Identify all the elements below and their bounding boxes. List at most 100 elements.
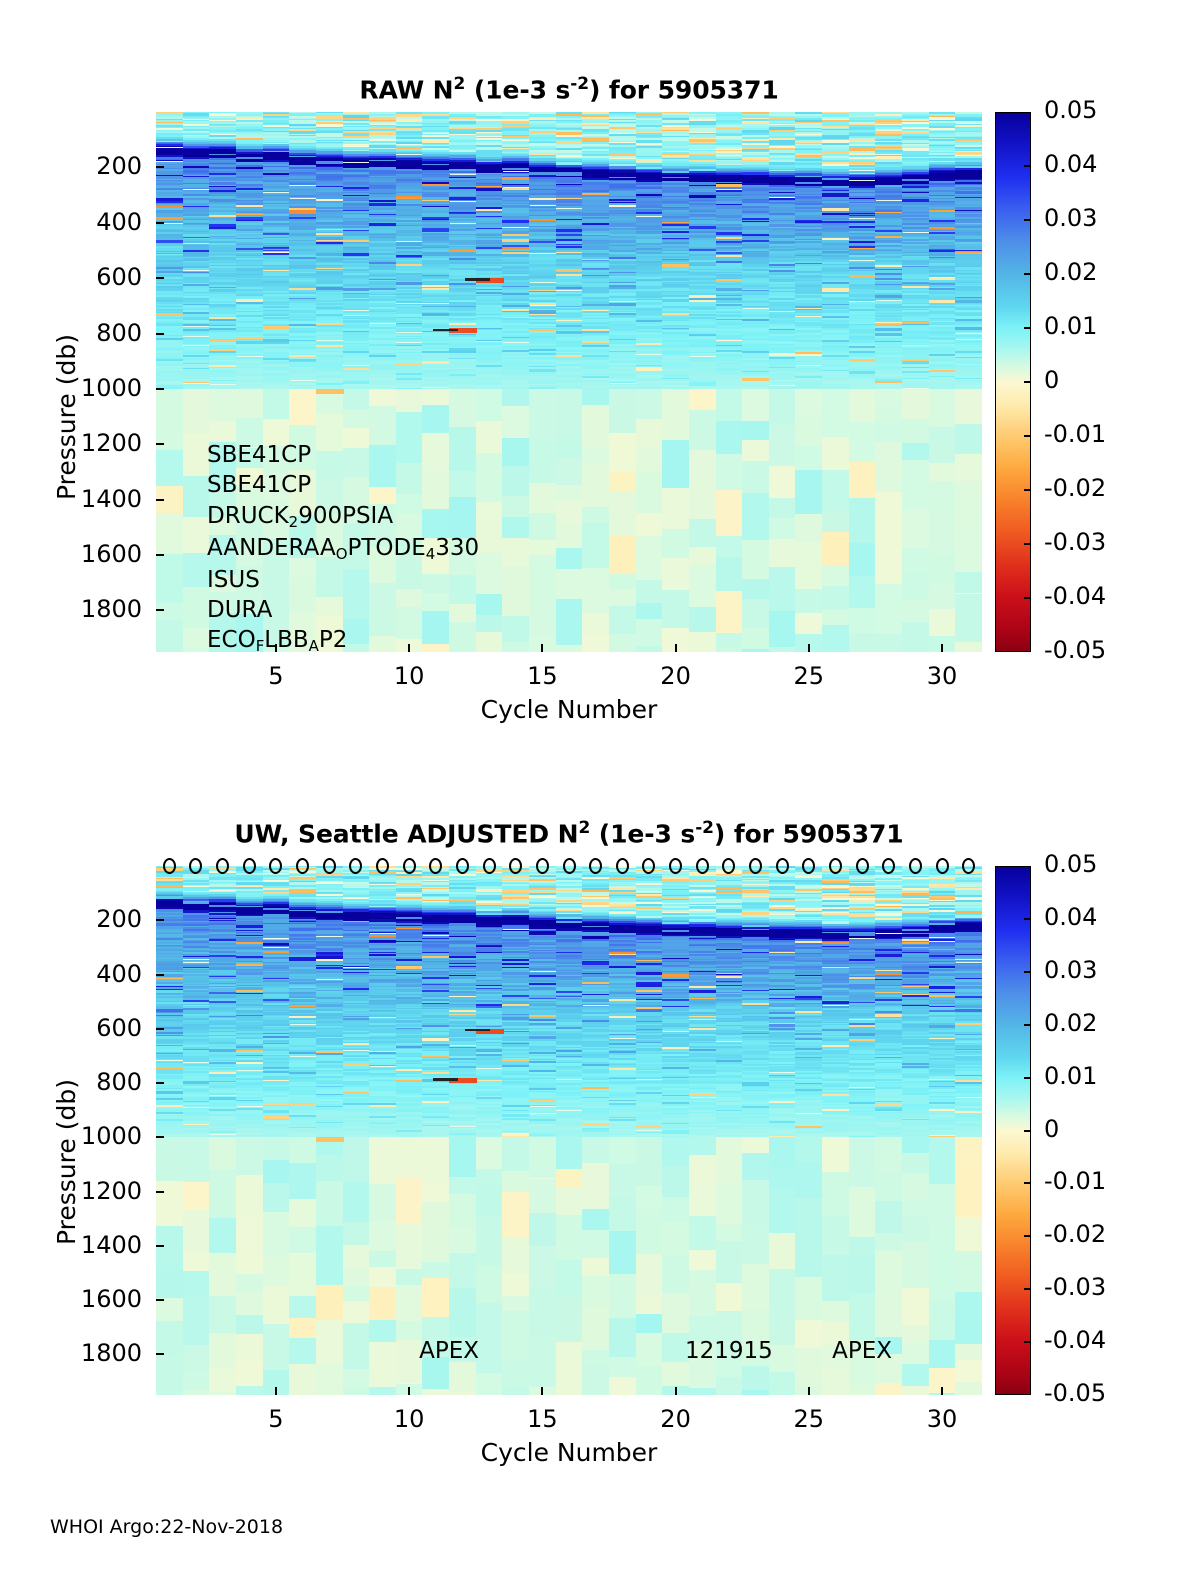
colorbar-tick-mark	[1024, 1341, 1031, 1343]
colorbar-tick-mark	[1024, 597, 1031, 599]
cycle-marker-icon	[776, 858, 789, 874]
colorbar-tick-label: 0.03	[1044, 956, 1097, 984]
colorbar-tick-label: 0	[1044, 366, 1059, 394]
x-axis-tick-mark	[275, 1387, 277, 1395]
colorbar-tick-label: -0.01	[1044, 1167, 1106, 1195]
panel-raw-ylabel: Pressure (db)	[52, 334, 81, 500]
x-axis-tick-label: 5	[236, 662, 316, 690]
colorbar-tick-mark	[1024, 273, 1031, 275]
x-axis-tick-label: 10	[369, 662, 449, 690]
colorbar-tick-label: -0.02	[1044, 474, 1106, 502]
x-axis-tick-mark	[675, 644, 677, 652]
colorbar-tick-mark	[1024, 1182, 1031, 1184]
y-axis-tick-label: 800	[20, 1068, 142, 1096]
colorbar-tick-label: 0.04	[1044, 903, 1097, 931]
x-axis-tick-mark	[941, 1387, 943, 1395]
colorbar-tick-label: 0.04	[1044, 150, 1097, 178]
panel-raw-xlabel: Cycle Number	[156, 695, 982, 724]
instrument-annotation: SBE41CP	[207, 440, 479, 470]
x-axis-tick-label: 30	[902, 662, 982, 690]
colorbar-tick-mark	[1024, 489, 1031, 491]
cycle-marker-icon	[856, 858, 869, 874]
x-axis-tick-mark	[408, 1387, 410, 1395]
cycle-marker-icon	[669, 858, 682, 874]
y-axis-tick-mark	[156, 1136, 164, 1138]
heatmap-dark-streak	[465, 278, 490, 281]
colorbar-tick-label: 0.05	[1044, 96, 1097, 124]
cycle-marker-icon	[456, 858, 469, 874]
colorbar-tick-mark	[1024, 165, 1031, 167]
colorbar-tick-label: 0.02	[1044, 258, 1097, 286]
x-axis-tick-mark	[808, 644, 810, 652]
instrument-annotation: AANDERAAOPTODE4330	[207, 533, 479, 565]
cycle-marker-icon	[696, 858, 709, 874]
heatmap-dark-streak	[465, 1029, 490, 1032]
platform-annotation: APEX	[389, 1338, 509, 1364]
y-axis-tick-mark	[156, 166, 164, 168]
x-axis-tick-mark	[541, 1387, 543, 1395]
x-axis-tick-label: 30	[902, 1405, 982, 1433]
panel-raw-title: RAW N2 (1e-3 s-2) for 5905371	[156, 74, 982, 104]
colorbar-tick-label: -0.01	[1044, 420, 1106, 448]
y-axis-tick-label: 600	[20, 263, 142, 291]
cycle-marker-icon	[563, 858, 576, 874]
colorbar-tick-label: -0.02	[1044, 1220, 1106, 1248]
cycle-marker-icon	[829, 858, 842, 874]
heatmap-dark-streak	[433, 329, 458, 332]
panel-adjusted-xlabel: Cycle Number	[156, 1438, 982, 1467]
y-axis-tick-label: 1200	[20, 429, 142, 457]
y-axis-tick-mark	[156, 388, 164, 390]
x-axis-tick-label: 25	[769, 1405, 849, 1433]
colorbar-tick-label: 0.01	[1044, 1062, 1097, 1090]
colorbar-tick-mark	[1024, 918, 1031, 920]
y-axis-tick-mark	[156, 919, 164, 921]
y-axis-tick-label: 1400	[20, 1231, 142, 1259]
instrument-annotation: DURA	[207, 595, 479, 625]
colorbar-tick-label: 0	[1044, 1115, 1059, 1143]
x-axis-tick-mark	[675, 1387, 677, 1395]
colorbar-tick-label: -0.04	[1044, 1326, 1106, 1354]
colorbar-tick-label: -0.03	[1044, 1273, 1106, 1301]
x-axis-tick-label: 5	[236, 1405, 316, 1433]
y-axis-tick-mark	[156, 1191, 164, 1193]
colorbar-tick-mark	[1024, 219, 1031, 221]
colorbar-tick-label: 0.05	[1044, 850, 1097, 878]
colorbar-tick-label: 0.03	[1044, 204, 1097, 232]
y-axis-tick-mark	[156, 1082, 164, 1084]
colorbar-tick-label: -0.03	[1044, 528, 1106, 556]
colorbar-tick-mark	[1024, 1288, 1031, 1290]
x-axis-tick-label: 15	[502, 1405, 582, 1433]
x-axis-tick-mark	[941, 644, 943, 652]
colorbar-tick-label: -0.04	[1044, 582, 1106, 610]
colorbar-tick-label: 0.02	[1044, 1009, 1097, 1037]
y-axis-tick-label: 400	[20, 960, 142, 988]
colorbar-tick-mark	[1024, 1024, 1031, 1026]
y-axis-tick-label: 1800	[20, 595, 142, 623]
figure-footer: WHOI Argo:22-Nov-2018	[50, 1516, 283, 1538]
y-axis-tick-mark	[156, 222, 164, 224]
y-axis-tick-mark	[156, 1299, 164, 1301]
cycle-marker-icon	[296, 858, 309, 874]
y-axis-tick-label: 200	[20, 152, 142, 180]
panel-raw-annotations: SBE41CP SBE41CP DRUCK2900PSIA AANDERAAOPTOD…	[207, 440, 479, 657]
cycle-marker-icon	[936, 858, 949, 874]
y-axis-tick-label: 1000	[20, 1122, 142, 1150]
colorbar-tick-mark	[1024, 543, 1031, 545]
y-axis-tick-mark	[156, 1245, 164, 1247]
y-axis-tick-label: 800	[20, 319, 142, 347]
x-axis-tick-mark	[808, 1387, 810, 1395]
cycle-marker-icon	[163, 858, 176, 874]
colorbar-tick-mark	[1024, 435, 1031, 437]
instrument-annotation: DRUCK2900PSIA	[207, 501, 479, 533]
cycle-marker-icon	[909, 858, 922, 874]
y-axis-tick-mark	[156, 277, 164, 279]
y-axis-tick-label: 1800	[20, 1339, 142, 1367]
heatmap-anomaly	[316, 389, 344, 394]
heatmap-anomaly	[316, 1137, 344, 1142]
colorbar-tick-mark	[1024, 971, 1031, 973]
x-axis-tick-label: 20	[636, 662, 716, 690]
instrument-annotation: ISUS	[207, 565, 479, 595]
y-axis-tick-mark	[156, 974, 164, 976]
heatmap-adjusted[interactable]	[156, 866, 982, 1395]
x-axis-tick-label: 20	[636, 1405, 716, 1433]
